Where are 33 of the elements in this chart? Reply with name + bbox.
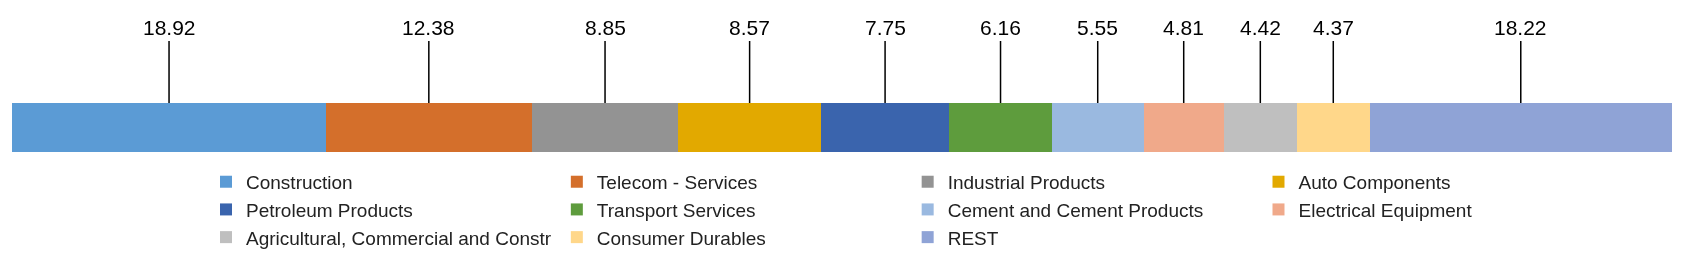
bar [949,103,1052,152]
bar [678,103,821,152]
legend-label: Telecom - Services [596,172,758,194]
bar [1297,103,1370,152]
legend-label: Cement and Cement Products [947,199,1204,221]
data-label: 5.55 [1077,16,1118,39]
bar [326,103,532,152]
bar [1223,103,1298,152]
legend-label: Construction [246,172,353,194]
data-label: 8.57 [729,16,770,39]
data-label: 18.22 [1494,16,1547,39]
legend-label: Petroleum Products [246,199,413,221]
data-label: 12.38 [402,16,455,39]
data-label: 6.16 [980,16,1021,39]
legend-label: Industrial Products [947,172,1106,194]
bar [1369,103,1672,152]
bar [1143,103,1224,152]
legend-label: REST [947,227,999,249]
data-label: 8.85 [585,16,626,39]
legend-label: Electrical Equipment [1298,199,1473,221]
legend-label: Agricultural, Commercial and Constr [246,227,552,249]
legend-label: Auto Components [1298,172,1451,194]
data-label: 4.42 [1240,16,1281,39]
bar [1051,103,1144,152]
bar [531,103,679,152]
legend-label: Transport Services [596,199,756,221]
bar [820,103,950,152]
data-label: 4.37 [1313,16,1354,39]
legend-label: Consumer Durables [596,227,766,249]
data-label: 18.92 [143,16,196,39]
bar [12,103,327,152]
data-label: 7.75 [865,16,906,39]
data-label: 4.81 [1163,16,1204,39]
